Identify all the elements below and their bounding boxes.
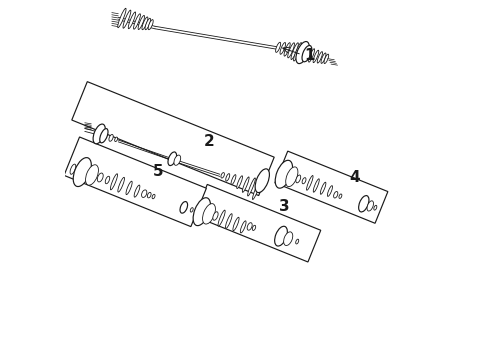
Ellipse shape: [320, 182, 326, 194]
Ellipse shape: [142, 17, 148, 30]
Polygon shape: [195, 184, 321, 262]
Text: 2: 2: [204, 134, 214, 149]
Ellipse shape: [241, 221, 246, 233]
Ellipse shape: [288, 43, 294, 58]
Ellipse shape: [109, 135, 113, 141]
Ellipse shape: [233, 217, 239, 231]
Ellipse shape: [309, 49, 315, 62]
Ellipse shape: [142, 190, 147, 197]
Ellipse shape: [231, 175, 236, 185]
Ellipse shape: [100, 129, 108, 143]
Ellipse shape: [317, 51, 322, 63]
Ellipse shape: [73, 158, 91, 186]
Ellipse shape: [307, 176, 313, 190]
Text: 5: 5: [153, 165, 164, 179]
Ellipse shape: [134, 14, 141, 29]
Ellipse shape: [147, 192, 151, 198]
Ellipse shape: [284, 232, 293, 246]
Ellipse shape: [367, 201, 373, 211]
Ellipse shape: [313, 50, 319, 63]
Ellipse shape: [275, 160, 293, 188]
Ellipse shape: [334, 192, 338, 198]
Ellipse shape: [174, 155, 181, 165]
Ellipse shape: [296, 41, 309, 64]
Ellipse shape: [321, 53, 326, 63]
Ellipse shape: [247, 223, 252, 230]
Ellipse shape: [134, 185, 140, 197]
Ellipse shape: [193, 198, 211, 226]
Ellipse shape: [105, 176, 110, 184]
Ellipse shape: [213, 212, 218, 220]
Ellipse shape: [280, 42, 286, 54]
Ellipse shape: [302, 177, 306, 184]
Ellipse shape: [284, 43, 290, 56]
Ellipse shape: [291, 43, 298, 59]
Ellipse shape: [327, 186, 333, 197]
Ellipse shape: [128, 12, 136, 29]
Ellipse shape: [202, 204, 216, 224]
Text: 3: 3: [279, 199, 290, 213]
Ellipse shape: [218, 210, 225, 226]
Ellipse shape: [93, 124, 105, 144]
Ellipse shape: [190, 208, 193, 212]
Ellipse shape: [252, 179, 261, 199]
Ellipse shape: [123, 10, 131, 28]
Polygon shape: [72, 82, 274, 195]
Ellipse shape: [294, 42, 301, 61]
Ellipse shape: [138, 15, 145, 30]
Ellipse shape: [180, 202, 188, 213]
Ellipse shape: [118, 8, 126, 28]
Ellipse shape: [237, 176, 243, 189]
Ellipse shape: [243, 177, 249, 192]
Polygon shape: [275, 151, 388, 223]
Ellipse shape: [313, 179, 319, 192]
Ellipse shape: [286, 167, 298, 186]
Ellipse shape: [359, 195, 369, 212]
Ellipse shape: [148, 19, 153, 30]
Ellipse shape: [296, 175, 301, 183]
Ellipse shape: [98, 173, 103, 182]
Ellipse shape: [168, 152, 176, 166]
Ellipse shape: [110, 174, 118, 190]
Ellipse shape: [70, 164, 76, 174]
Ellipse shape: [247, 178, 255, 196]
Ellipse shape: [339, 194, 342, 198]
Ellipse shape: [252, 225, 256, 230]
Ellipse shape: [152, 194, 155, 199]
Ellipse shape: [255, 169, 270, 193]
Ellipse shape: [118, 177, 124, 192]
Ellipse shape: [221, 172, 224, 178]
Ellipse shape: [275, 42, 281, 52]
Ellipse shape: [302, 45, 312, 62]
Polygon shape: [64, 137, 206, 226]
Ellipse shape: [295, 239, 299, 244]
Ellipse shape: [126, 181, 132, 195]
Ellipse shape: [275, 226, 287, 246]
Ellipse shape: [145, 18, 150, 30]
Ellipse shape: [226, 174, 230, 181]
Ellipse shape: [374, 205, 377, 210]
Ellipse shape: [324, 54, 329, 64]
Ellipse shape: [86, 165, 98, 185]
Ellipse shape: [225, 214, 232, 229]
Text: 1: 1: [304, 48, 315, 63]
Ellipse shape: [115, 137, 118, 141]
Text: 4: 4: [349, 170, 360, 185]
